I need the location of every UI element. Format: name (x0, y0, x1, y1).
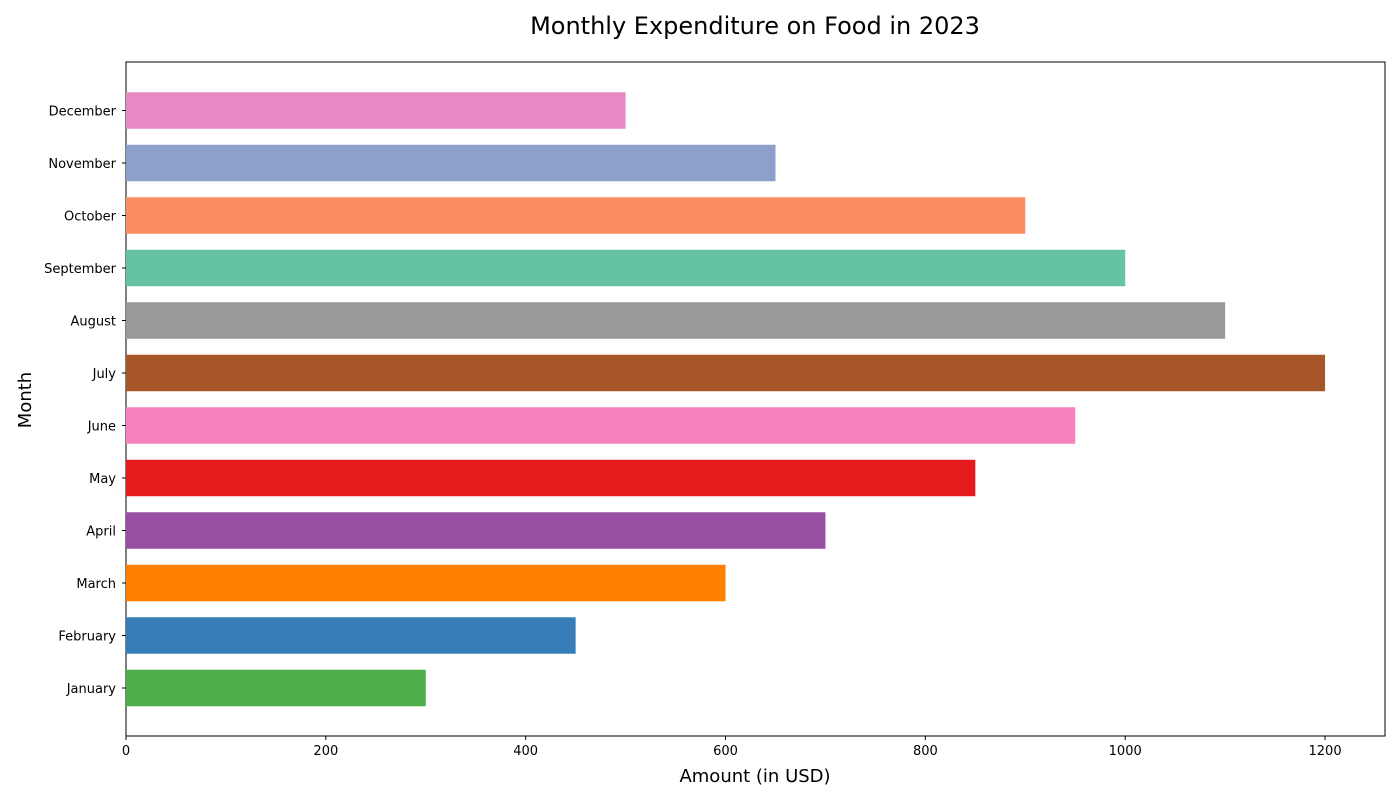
bar-november (126, 144, 776, 182)
x-tick-label-200: 200 (313, 744, 338, 759)
x-tick-label-800: 800 (913, 744, 938, 759)
bar-group (126, 92, 1326, 707)
x-tick-label-1200: 1200 (1309, 744, 1342, 759)
y-tick-label-may: May (89, 472, 116, 487)
bar-may (126, 459, 976, 497)
y-tick-label-june: June (87, 420, 116, 435)
bar-july (126, 354, 1326, 392)
y-axis-label: Month (15, 372, 36, 428)
x-tick-label-400: 400 (513, 744, 538, 759)
x-tick-label-1000: 1000 (1109, 744, 1142, 759)
y-tick-label-april: April (86, 525, 116, 540)
bar-february (126, 617, 576, 654)
y-tick-label-october: October (64, 210, 117, 225)
y-tick-label-january: January (66, 682, 117, 697)
y-tick-label-february: February (58, 630, 116, 645)
y-axis-ticks: January February March April May June July Augu… (44, 105, 126, 697)
bar-october (126, 197, 1026, 234)
x-axis-label: Amount (in USD) (679, 766, 830, 787)
x-tick-label-600: 600 (713, 744, 738, 759)
y-tick-label-august: August (71, 315, 117, 330)
bar-april (126, 512, 826, 549)
bar-august (126, 302, 1226, 339)
y-tick-label-july: July (92, 367, 117, 382)
y-tick-label-march: March (76, 577, 116, 592)
chart-title: Monthly Expenditure on Food in 2023 (530, 12, 980, 40)
y-tick-label-november: November (48, 157, 116, 172)
x-axis-ticks: 0 200 400 600 800 1000 1200 (122, 736, 1342, 759)
bar-january (126, 669, 426, 707)
bar-june (126, 407, 1076, 444)
plot-area (125, 61, 1386, 737)
bar-december (126, 92, 626, 129)
x-tick-label-0: 0 (122, 744, 130, 759)
y-tick-label-september: September (44, 262, 117, 277)
y-tick-label-december: December (49, 105, 117, 120)
bar-september (126, 249, 1126, 287)
bar-march (126, 564, 726, 602)
